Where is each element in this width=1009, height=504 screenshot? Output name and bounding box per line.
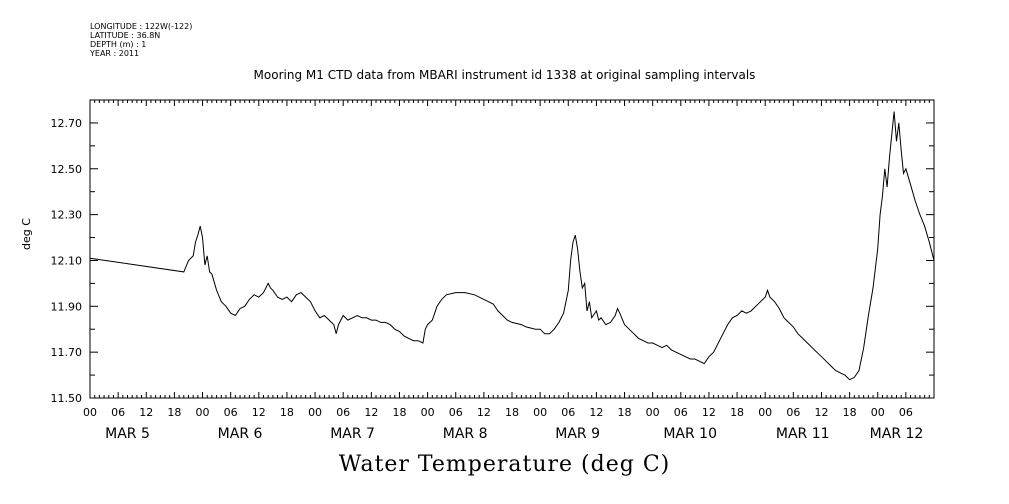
x-tick-label: 00 <box>421 406 435 419</box>
x-day-label: MAR 5 <box>105 426 150 442</box>
x-tick-label: 06 <box>561 406 575 419</box>
x-tick-label: 00 <box>646 406 660 419</box>
x-tick-label: 06 <box>224 406 238 419</box>
x-tick-label: 06 <box>786 406 800 419</box>
x-tick-label: 06 <box>674 406 688 419</box>
x-day-label: MAR 6 <box>218 426 263 442</box>
x-tick-label: 18 <box>167 406 181 419</box>
x-tick-label: 12 <box>139 406 153 419</box>
x-tick-label: 06 <box>899 406 913 419</box>
x-tick-label: 00 <box>871 406 885 419</box>
y-tick-label: 12.70 <box>51 117 83 130</box>
x-tick-label: 12 <box>589 406 603 419</box>
y-tick-label: 11.50 <box>51 392 83 405</box>
x-day-label: MAR 9 <box>555 426 600 442</box>
chart-title: Mooring M1 CTD data from MBARI instrumen… <box>253 68 756 82</box>
x-tick-label: 00 <box>758 406 772 419</box>
metadata-block: LONGITUDE : 122W(-122) LATITUDE : 36.8N … <box>90 22 192 58</box>
x-tick-label: 18 <box>505 406 519 419</box>
y-tick-label: 12.30 <box>51 209 83 222</box>
meta-year: YEAR : 2011 <box>90 49 140 58</box>
x-tick-label: 18 <box>280 406 294 419</box>
x-tick-label: 18 <box>618 406 632 419</box>
y-tick-label: 11.90 <box>51 300 83 313</box>
meta-latitude: LATITUDE : 36.8N <box>90 31 161 40</box>
y-tick-label: 12.10 <box>51 254 83 267</box>
x-day-label: MAR 8 <box>443 426 488 442</box>
x-tick-label: 18 <box>392 406 406 419</box>
x-day-label: MAR 10 <box>663 426 717 442</box>
x-tick-label: 00 <box>308 406 322 419</box>
x-tick-label: 06 <box>449 406 463 419</box>
x-day-label: MAR 7 <box>330 426 375 442</box>
x-tick-label: 12 <box>702 406 716 419</box>
y-tick-label: 11.70 <box>51 346 83 359</box>
plot-frame <box>89 99 935 399</box>
x-day-label: MAR 12 <box>870 426 924 442</box>
y-tick-label: 12.50 <box>51 163 83 176</box>
x-tick-label: 12 <box>252 406 266 419</box>
x-tick-label: 00 <box>533 406 547 419</box>
x-tick-label: 12 <box>814 406 828 419</box>
meta-depth: DEPTH (m) : 1 <box>90 40 147 49</box>
temperature-series-line <box>89 111 935 381</box>
meta-longitude: LONGITUDE : 122W(-122) <box>90 22 193 31</box>
x-tick-label: 18 <box>730 406 744 419</box>
x-day-label: MAR 11 <box>776 426 830 442</box>
x-tick-label: 00 <box>83 406 97 419</box>
x-tick-label: 06 <box>111 406 125 419</box>
x-tick-label: 06 <box>336 406 350 419</box>
x-tick-label: 12 <box>477 406 491 419</box>
x-tick-label: 18 <box>843 406 857 419</box>
x-tick-label: 00 <box>196 406 210 419</box>
x-axis-title: Water Temperature (deg C) <box>338 452 671 477</box>
x-tick-label: 12 <box>364 406 378 419</box>
